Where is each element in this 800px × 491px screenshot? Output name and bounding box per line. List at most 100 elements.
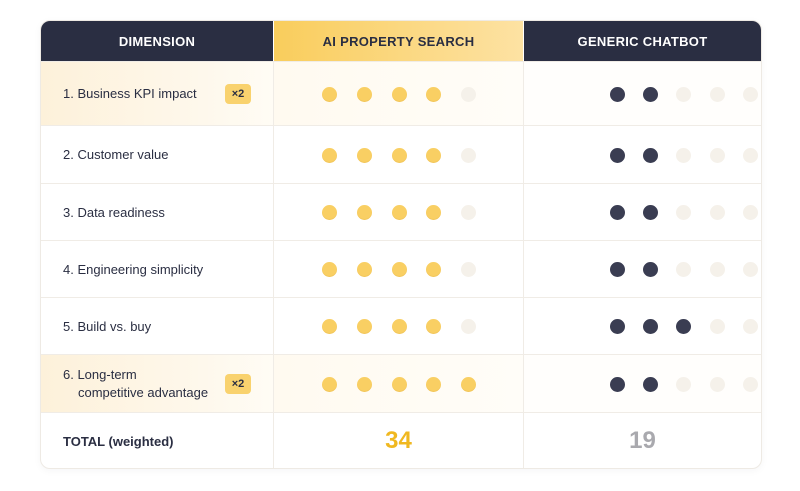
score-dot-empty	[709, 86, 725, 102]
dimension-cell: 3. Data readiness	[41, 184, 273, 241]
header-dimension: DIMENSION	[41, 21, 273, 61]
score-dot-empty	[675, 147, 691, 163]
score-dot-filled	[391, 205, 407, 220]
score-dot-filled	[391, 376, 407, 392]
score-dot-filled	[642, 376, 658, 392]
score-dot-filled	[356, 205, 372, 220]
dimension-label-line: competitive advantage	[78, 385, 209, 400]
score-dot-filled	[356, 319, 372, 334]
score-dot-filled	[609, 262, 625, 277]
score-dot-filled	[391, 262, 407, 277]
score-generic-chatbot	[524, 126, 761, 184]
score-dot-empty	[675, 86, 691, 102]
score-generic-chatbot	[524, 298, 761, 355]
score-dot-filled	[609, 376, 625, 392]
table-row: 5. Build vs. buy	[41, 297, 761, 355]
score-dot-filled	[425, 262, 441, 277]
header-generic-chatbot: GENERIC CHATBOT	[524, 21, 761, 61]
header-ai-property-search: AI PROPERTY SEARCH	[274, 21, 523, 61]
scorecard-table: DIMENSION AI PROPERTY SEARCH GENERIC CHA…	[40, 20, 762, 469]
score-dot-filled	[356, 262, 372, 277]
score-dot-filled	[321, 86, 337, 102]
score-dot-empty	[742, 262, 758, 277]
score-ai-property-search	[274, 241, 523, 298]
score-generic-chatbot	[524, 355, 761, 413]
score-dot-filled	[425, 319, 441, 334]
score-dot-filled	[356, 376, 372, 392]
table-row: 3. Data readiness	[41, 183, 761, 241]
score-generic-chatbot	[524, 184, 761, 241]
score-dot-filled	[642, 205, 658, 220]
table-row: 2. Customer value	[41, 125, 761, 184]
score-dot-empty	[675, 205, 691, 220]
score-dot-filled	[609, 319, 625, 334]
weight-badge: ×2	[225, 374, 251, 394]
dimension-label: 1. Business KPI impact	[63, 85, 197, 103]
score-ai-property-search	[274, 355, 523, 413]
dimension-label-line: 5. Build vs. buy	[63, 318, 152, 334]
score-generic-chatbot	[524, 241, 761, 298]
score-dot-empty	[709, 262, 725, 277]
score-dot-filled	[321, 205, 337, 220]
column-divider	[523, 61, 524, 468]
dimension-cell: 5. Build vs. buy	[41, 298, 273, 355]
score-dot-filled	[391, 147, 407, 163]
dimension-label-line: 3. Data readiness	[63, 204, 165, 220]
score-dot-empty	[742, 205, 758, 220]
score-dot-empty	[742, 319, 758, 334]
weight-badge: ×2	[225, 84, 251, 104]
score-ai-property-search	[274, 184, 523, 241]
total-ai-property-search: 34	[385, 427, 412, 454]
score-dot-filled	[642, 147, 658, 163]
score-dot-empty	[460, 86, 476, 102]
dimension-cell: 1. Business KPI impact ×2	[41, 62, 273, 126]
score-dot-empty	[709, 147, 725, 163]
total-row: TOTAL (weighted) 34 19	[41, 412, 761, 468]
score-dot-empty	[709, 376, 725, 392]
dimension-label: 6. Long-term competitive advantage	[63, 366, 208, 402]
score-ai-property-search	[274, 62, 523, 126]
score-dot-filled	[425, 376, 441, 392]
score-dot-empty	[460, 319, 476, 334]
score-dot-filled	[391, 86, 407, 102]
dimension-label: 5. Build vs. buy	[63, 318, 151, 336]
column-divider	[273, 61, 274, 468]
table-row: 1. Business KPI impact ×2	[41, 61, 761, 126]
score-dot-empty	[675, 376, 691, 392]
score-dot-filled	[321, 147, 337, 163]
score-dot-filled	[642, 86, 658, 102]
dimension-cell: 4. Engineering simplicity	[41, 241, 273, 298]
score-dot-filled	[609, 147, 625, 163]
score-dot-empty	[460, 262, 476, 277]
score-dot-filled	[356, 86, 372, 102]
dimension-label: 3. Data readiness	[63, 204, 165, 222]
dimension-label-line: 1. Business KPI impact	[63, 86, 197, 101]
score-dot-empty	[460, 205, 476, 220]
dimension-label: 2. Customer value	[63, 146, 169, 164]
dimension-label: 4. Engineering simplicity	[63, 261, 203, 279]
dimension-label-line: 6. Long-term	[63, 367, 137, 382]
total-generic-chatbot: 19	[629, 427, 656, 454]
score-dot-empty	[675, 262, 691, 277]
score-dot-filled	[460, 376, 476, 392]
dimension-cell: 6. Long-term competitive advantage ×2	[41, 355, 273, 413]
score-dot-filled	[425, 147, 441, 163]
score-dot-empty	[742, 147, 758, 163]
dimension-label-line: 4. Engineering simplicity	[63, 261, 204, 277]
total-label-cell: TOTAL (weighted)	[41, 413, 273, 468]
score-dot-filled	[675, 319, 691, 334]
score-ai-property-search	[274, 126, 523, 184]
score-ai-property-search	[274, 298, 523, 355]
score-dot-filled	[609, 205, 625, 220]
score-dot-filled	[321, 376, 337, 392]
score-dot-filled	[321, 262, 337, 277]
score-dot-filled	[391, 319, 407, 334]
score-generic-chatbot	[524, 62, 761, 126]
table-row: 4. Engineering simplicity	[41, 240, 761, 298]
score-dot-empty	[742, 86, 758, 102]
dimension-cell: 2. Customer value	[41, 126, 273, 184]
score-dot-filled	[609, 86, 625, 102]
score-dot-filled	[642, 319, 658, 334]
score-dot-filled	[425, 205, 441, 220]
score-dot-filled	[356, 147, 372, 163]
